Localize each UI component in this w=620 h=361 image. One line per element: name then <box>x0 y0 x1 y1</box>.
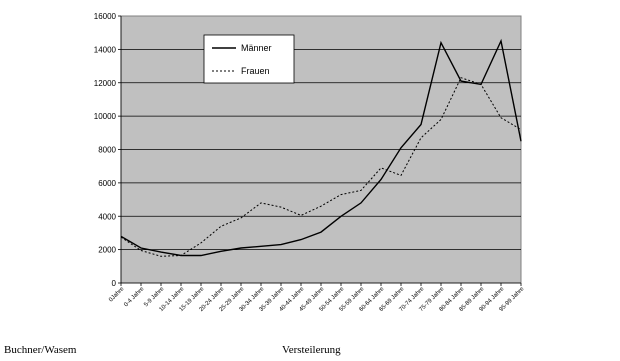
footer-caption: Versteilerung <box>282 344 341 356</box>
y-tick-label: 16000 <box>94 12 117 21</box>
gridlines <box>121 48 521 251</box>
legend-box <box>203 34 295 84</box>
x-tick-label: 0-4 Jahre <box>123 286 146 309</box>
x-tick-label: 0Jahre <box>108 286 126 304</box>
y-tick-label: 8000 <box>98 146 116 155</box>
chart-container: 0 2000 4000 6000 8000 10000 12000 14000 16000 0J… <box>94 12 526 313</box>
series-line-frauen <box>120 77 522 257</box>
line-chart: 0 2000 4000 6000 8000 10000 12000 14000 16000 0J… <box>94 12 526 313</box>
y-tick-label: 0 <box>112 279 117 288</box>
legend-label: Männer <box>241 43 272 53</box>
legend-label: Frauen <box>241 66 270 76</box>
y-tick-label: 12000 <box>94 79 117 88</box>
series-line-maenner <box>120 38 522 257</box>
legend: Männer Frauen <box>203 34 295 84</box>
footer-author: Buchner/Wasem <box>4 344 77 356</box>
y-tick-label: 10000 <box>94 112 117 121</box>
y-tick-label: 14000 <box>94 45 117 54</box>
y-tick-label: 2000 <box>98 246 116 255</box>
y-tick-label: 6000 <box>98 179 116 188</box>
y-axis: 0 2000 4000 6000 8000 10000 12000 14000 16000 <box>94 12 122 288</box>
series-lines <box>120 38 522 257</box>
y-tick-label: 4000 <box>98 212 116 221</box>
